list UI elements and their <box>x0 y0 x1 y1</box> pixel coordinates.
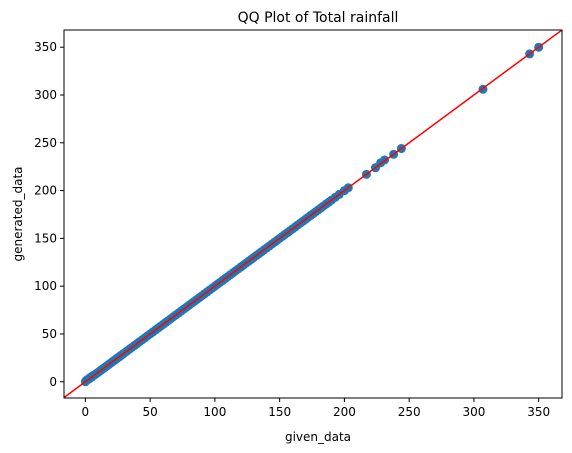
y-tick-label: 100 <box>34 279 57 293</box>
plot-frame <box>63 29 563 399</box>
x-axis-label: given_data <box>285 430 351 444</box>
reference-line-group <box>64 30 562 398</box>
x-tick-label: 250 <box>398 405 421 419</box>
x-tick-label: 300 <box>462 405 485 419</box>
reference-line <box>64 30 562 398</box>
y-tick-label: 250 <box>34 136 57 150</box>
chart-title: QQ Plot of Total rainfall <box>238 10 399 26</box>
y-tick-label: 0 <box>49 375 57 389</box>
x-tick-label: 150 <box>268 405 291 419</box>
x-axis-ticks: 0 50 100 150 200 250 300 350 <box>82 398 550 419</box>
y-tick-label: 200 <box>34 184 57 198</box>
y-tick-label: 50 <box>42 327 57 341</box>
x-tick-label: 50 <box>142 405 157 419</box>
x-tick-label: 200 <box>333 405 356 419</box>
y-tick-label: 300 <box>34 88 57 102</box>
x-tick-label: 100 <box>203 405 226 419</box>
y-axis-ticks: 0 50 100 150 200 250 300 350 <box>34 40 64 389</box>
x-tick-label: 0 <box>82 405 90 419</box>
y-axis-label: generated_data <box>11 166 25 261</box>
y-tick-label: 350 <box>34 40 57 54</box>
x-tick-label: 350 <box>527 405 550 419</box>
y-tick-label: 150 <box>34 231 57 245</box>
